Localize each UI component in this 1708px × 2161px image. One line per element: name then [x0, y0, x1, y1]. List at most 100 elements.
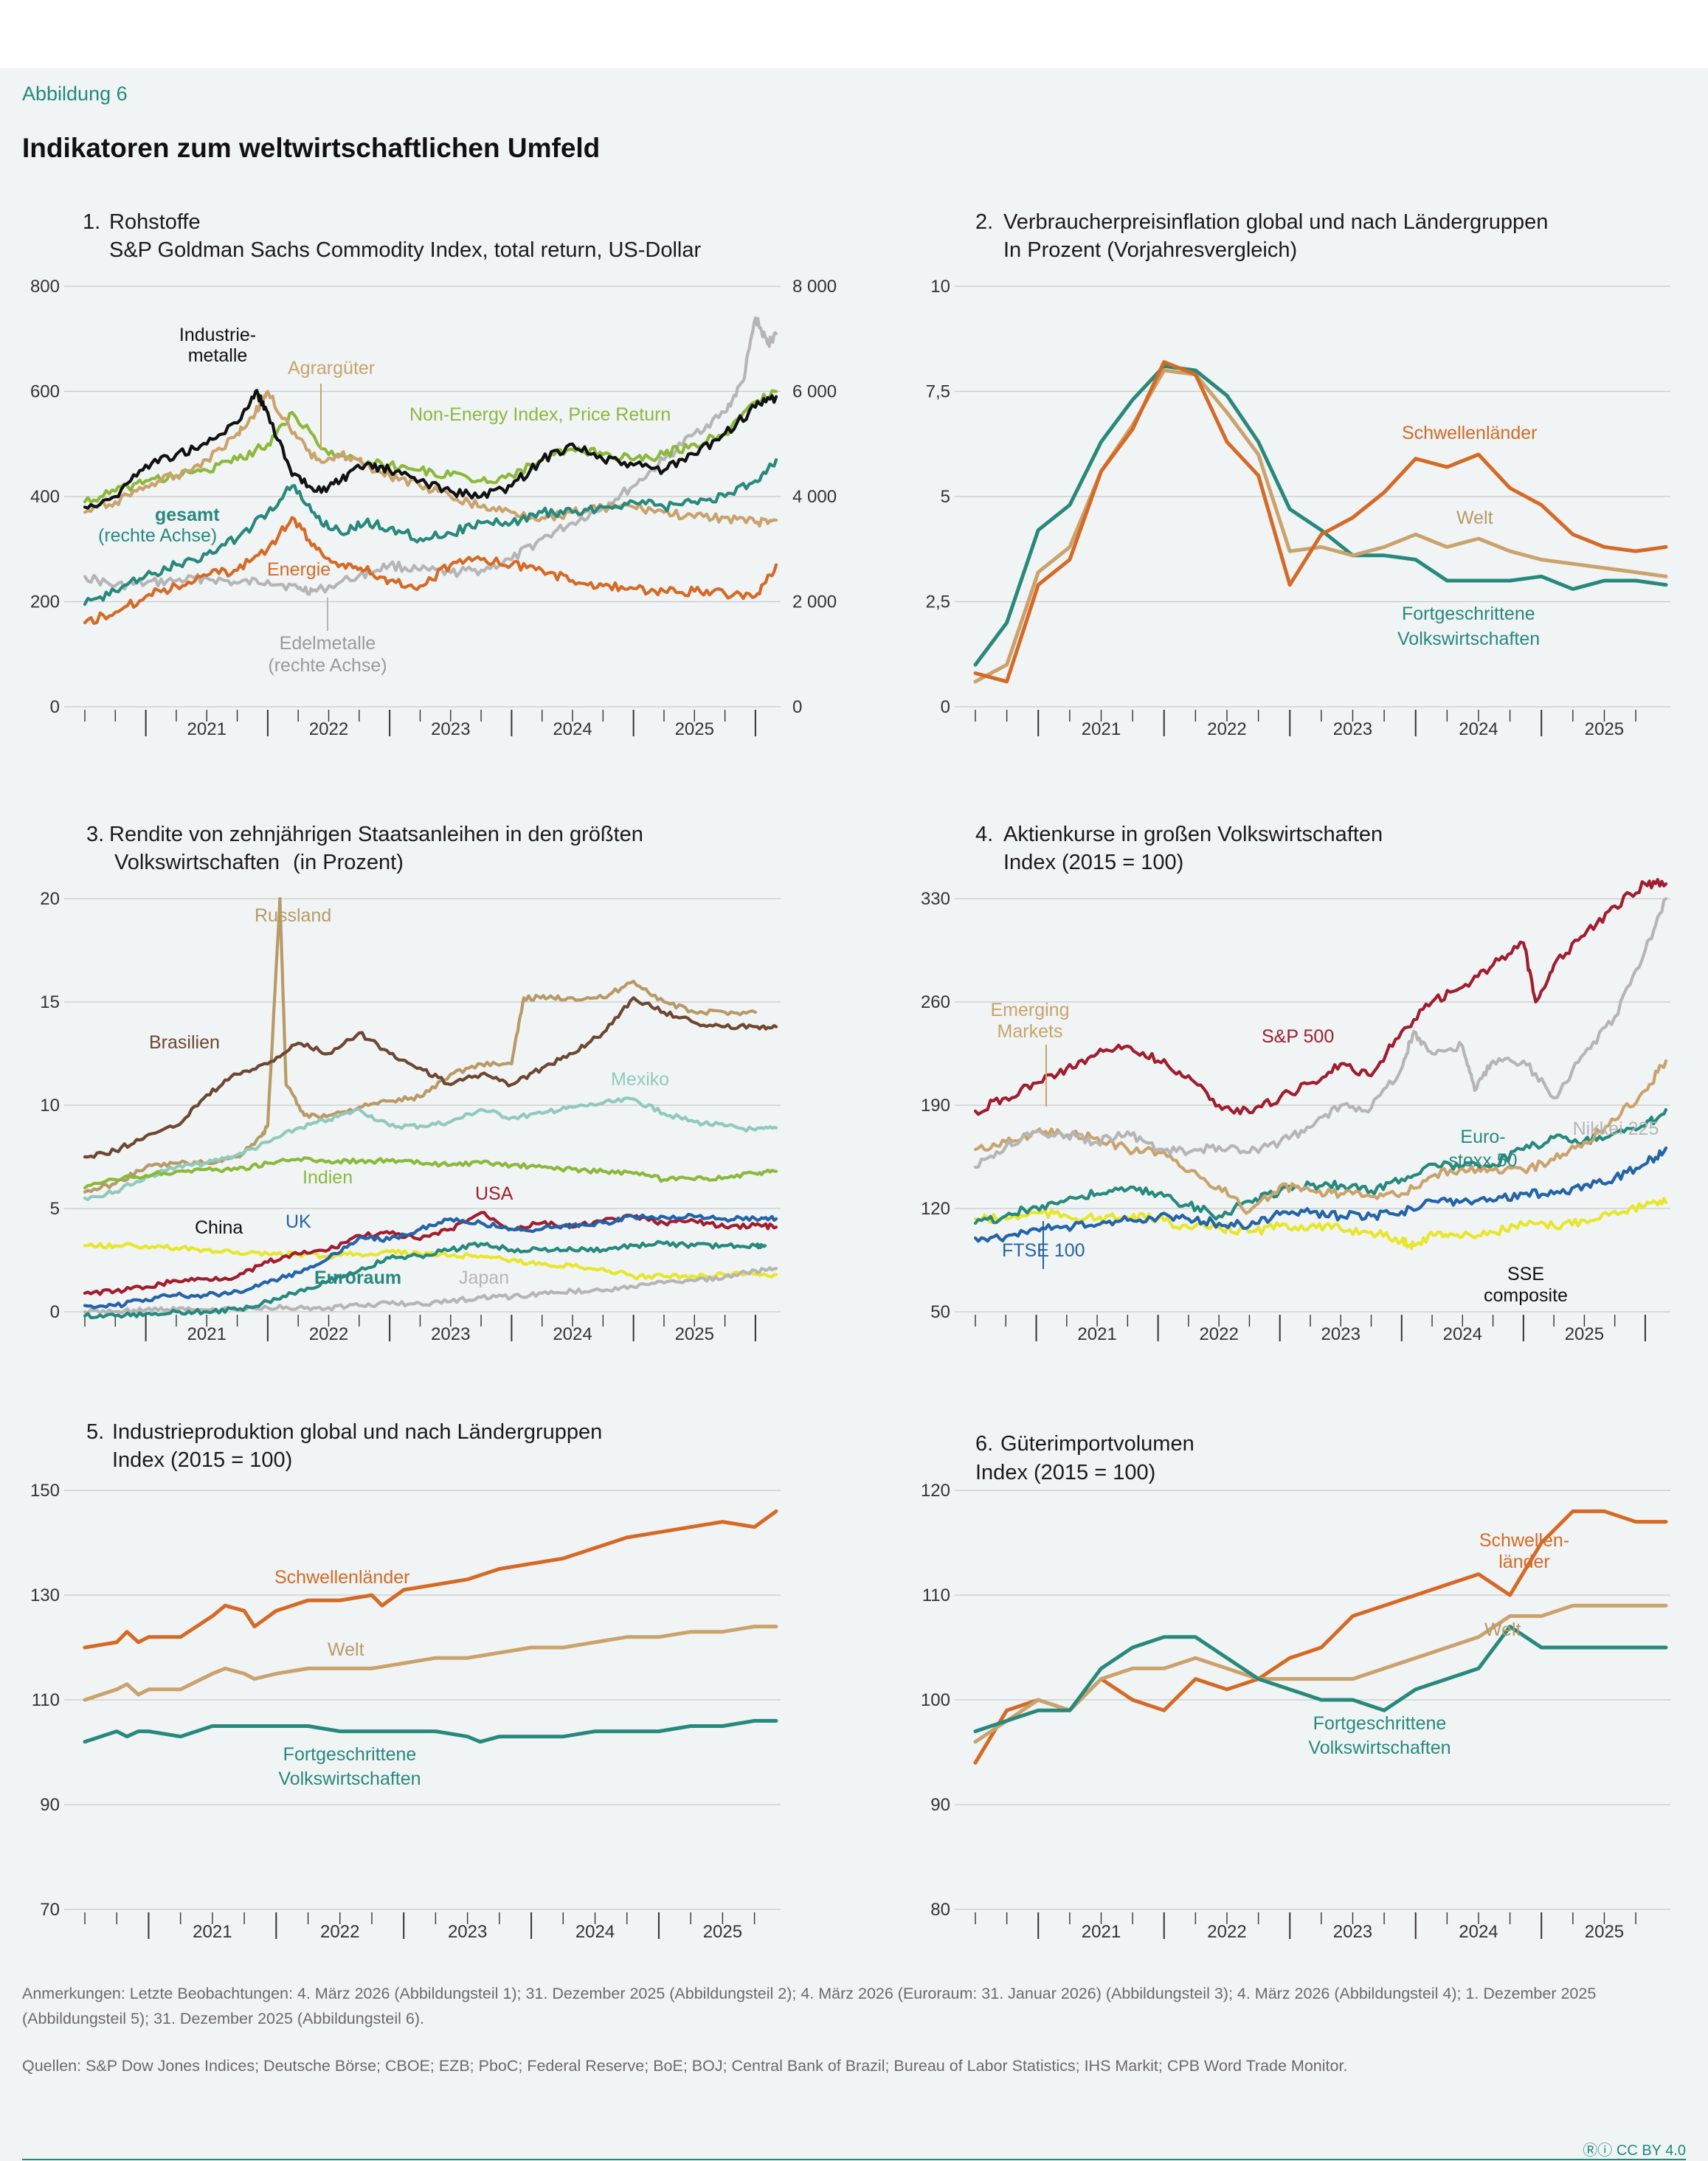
y-tick-label: 15: [40, 992, 60, 1012]
chart-title: Aktienkurse in großen Volkswirtschaften: [1003, 823, 1383, 846]
label-fortgeschrittene: Fortgeschrittene: [283, 1744, 417, 1765]
label-eurostoxx-2: stoxx 50: [1448, 1150, 1517, 1171]
y-tick-label: 110: [922, 1586, 950, 1605]
x-tick-label: 2021: [1077, 1324, 1116, 1344]
y-tick-label: 90: [930, 1795, 950, 1815]
label-schwellenlaender: Schwellenländer: [1402, 423, 1537, 443]
chart-number: 5.: [86, 1420, 104, 1444]
label-sp500: S&P 500: [1262, 1026, 1334, 1047]
y-tick-label: 800: [30, 277, 60, 297]
x-tick-label: 2023: [448, 1922, 487, 1942]
y-tick-label: 80: [930, 1900, 950, 1920]
label-gesamt-axis: (rechte Achse): [98, 525, 217, 546]
label-nikkei: Nikkei 225: [1573, 1118, 1659, 1139]
x-tick-label: 2022: [320, 1922, 359, 1942]
series-line: [973, 1107, 1668, 1225]
chart-subtitle: Index (2015 = 100): [1003, 851, 1183, 874]
series-line: [83, 1242, 778, 1281]
label-euroraum: Euroraum: [314, 1268, 401, 1288]
y-tick-label: 150: [30, 1481, 60, 1501]
y-tick-label: 10: [40, 1096, 60, 1116]
y-right-tick-label: 8 000: [792, 277, 837, 297]
x-tick-label: 2022: [309, 719, 348, 739]
cc-icon: Ⓡⓘ: [1583, 2143, 1617, 2159]
x-tick-label: 2024: [553, 1324, 592, 1344]
label-non-energy: Non-Energy Index, Price Return: [409, 404, 671, 425]
bottom-rule: [22, 2159, 1686, 2160]
chart-number: 3.: [86, 823, 104, 846]
y-tick-label: 10: [930, 277, 950, 297]
series-line: [973, 878, 1668, 1116]
series-line: [83, 1509, 778, 1650]
label-edelmetalle: Edelmetalle: [280, 633, 376, 654]
label-japan: Japan: [459, 1268, 509, 1288]
y-tick-label: 200: [30, 592, 60, 612]
x-tick-label: 2021: [1082, 1922, 1121, 1942]
y-tick-label: 0: [50, 1302, 60, 1322]
series-line: [83, 390, 778, 528]
x-tick-label: 2025: [1565, 1324, 1604, 1344]
x-tick-label: 2023: [431, 1324, 470, 1344]
x-tick-label: 2022: [1199, 1324, 1238, 1344]
y-tick-label: 100: [921, 1690, 950, 1710]
label-fortgeschrittene: Fortgeschrittene: [1402, 604, 1535, 624]
label-schwellenlaender-2: länder: [1498, 1552, 1550, 1572]
label-edelmetalle-axis: (rechte Achse): [268, 655, 387, 676]
chart-subtitle: In Prozent (Vorjahresvergleich): [1003, 238, 1297, 262]
label-russland: Russland: [255, 905, 331, 926]
label-brasilien: Brasilien: [149, 1032, 220, 1053]
series-line: [83, 1239, 767, 1320]
label-usa: USA: [475, 1183, 514, 1204]
label-ftse: FTSE 100: [1002, 1240, 1085, 1261]
x-tick-label: 2025: [675, 1324, 714, 1344]
y-tick-label: 120: [921, 1199, 950, 1219]
label-mexiko: Mexiko: [611, 1069, 669, 1090]
label-industriemetalle-2: metalle: [188, 345, 248, 366]
series-line: [973, 364, 1668, 667]
chart-subtitle: S&P Goldman Sachs Commodity Index, total…: [109, 238, 701, 262]
y-right-tick-label: 0: [792, 697, 802, 717]
x-tick-label: 2021: [193, 1922, 232, 1942]
y-tick-label: 400: [30, 487, 60, 507]
label-fortgeschrittene-2: Volkswirtschaften: [278, 1768, 421, 1789]
y-tick-label: 190: [921, 1096, 950, 1116]
y-tick-label: 5: [50, 1199, 60, 1219]
series-line: [83, 389, 778, 504]
label-gesamt: gesamt: [155, 505, 220, 525]
x-tick-label: 2024: [1443, 1324, 1482, 1344]
y-tick-label: 20: [40, 889, 60, 909]
y-tick-label: 130: [30, 1586, 60, 1605]
label-eurostoxx: Euro-: [1460, 1127, 1505, 1147]
y-tick-label: 260: [921, 992, 950, 1012]
y-tick-label: 120: [921, 1481, 950, 1501]
y-tick-label: 90: [40, 1795, 60, 1815]
chart-title: Industrieproduktion global und nach Länd…: [112, 1420, 602, 1444]
label-energie: Energie: [267, 559, 331, 580]
label-emerging-2: Markets: [998, 1021, 1063, 1042]
x-tick-label: 2021: [1082, 719, 1121, 739]
chart-title: Güterimportvolumen: [1000, 1432, 1194, 1456]
x-tick-label: 2023: [1333, 1922, 1372, 1942]
label-fortgeschrittene-2: Volkswirtschaften: [1308, 1738, 1451, 1758]
figure-label: Abbildung 6: [22, 83, 128, 105]
series-line: [83, 1266, 778, 1315]
chart-aktienkurse: 4. Aktienkurse in großen Volkswirtschaft…: [921, 823, 1670, 1344]
chart-title: Rohstoffe: [109, 210, 201, 234]
label-sse-2: composite: [1484, 1285, 1568, 1306]
chart-inflation: 2. Verbraucherpreisinflation global und …: [926, 210, 1670, 739]
series-line: [83, 516, 778, 625]
series-line: [973, 1625, 1668, 1734]
chart-subtitle: Index (2015 = 100): [975, 1461, 1155, 1484]
chart-number: 4.: [975, 823, 993, 846]
x-tick-label: 2022: [1207, 1922, 1246, 1942]
y-tick-label: 5: [941, 487, 950, 507]
chart-number: 2.: [975, 210, 993, 234]
label-sse: SSE: [1507, 1264, 1544, 1285]
label-fortgeschrittene-2: Volkswirtschaften: [1397, 629, 1540, 649]
label-uk: UK: [286, 1211, 311, 1232]
license-text: CC BY 4.0: [1616, 2143, 1686, 2159]
label-welt: Welt: [1484, 1619, 1521, 1640]
x-tick-label: 2022: [309, 1324, 348, 1344]
chart-number: 6.: [975, 1432, 993, 1456]
x-tick-label: 2023: [1321, 1324, 1360, 1344]
